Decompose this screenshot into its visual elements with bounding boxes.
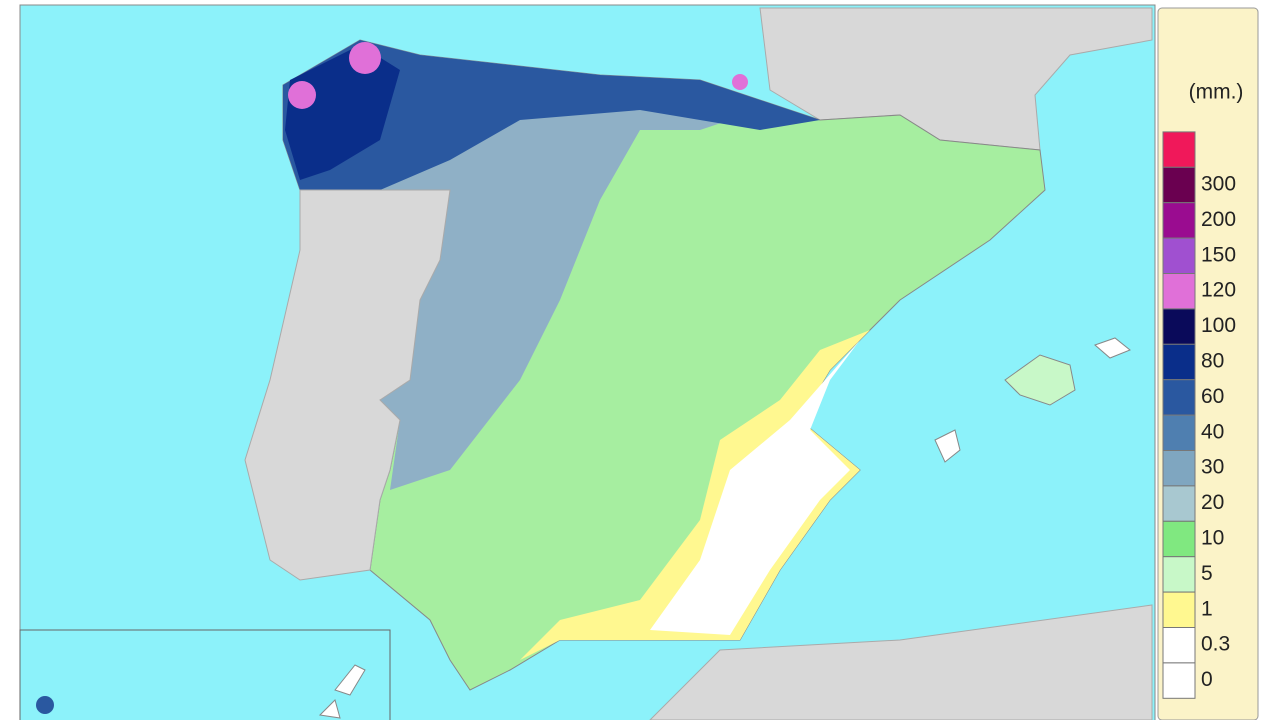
- legend-label: 1: [1201, 597, 1213, 620]
- legend-swatch: [1162, 237, 1196, 275]
- legend-label: 30: [1201, 456, 1224, 479]
- max-rain-spot: [349, 42, 381, 74]
- legend-swatch: [1162, 308, 1196, 345]
- legend-swatch: [1162, 485, 1196, 522]
- dry-zone: [520, 330, 870, 660]
- ibiza: [934, 429, 961, 463]
- legend-swatch: [1162, 131, 1196, 168]
- island: [36, 696, 54, 714]
- island: [318, 699, 341, 719]
- legend-swatch: [1162, 202, 1196, 239]
- legend-swatch: [1162, 450, 1196, 487]
- mallorca: [1004, 354, 1076, 406]
- legend-swatch: [1162, 520, 1196, 558]
- galicia-wet: [285, 45, 400, 180]
- legend-label: 40: [1201, 420, 1224, 443]
- legend-label: 0: [1201, 668, 1213, 691]
- legend-swatch: [1162, 591, 1196, 628]
- legend-swatch: [1162, 343, 1196, 381]
- legend-swatch: [1162, 166, 1196, 204]
- legend-label: 100: [1201, 314, 1236, 337]
- legend-label: 150: [1201, 243, 1236, 266]
- legend-label: 0.3: [1201, 633, 1230, 656]
- legend-label: 80: [1201, 350, 1224, 373]
- legend-swatch: [1162, 556, 1196, 593]
- legend-swatch: [1162, 273, 1196, 310]
- legend-label: 20: [1201, 491, 1224, 514]
- legend-swatch: [1162, 662, 1196, 699]
- legend-label: 5: [1201, 562, 1213, 585]
- no-rain-zone: [650, 340, 860, 635]
- legend-label: 60: [1201, 385, 1224, 408]
- canary-inset: [19, 629, 391, 725]
- menorca: [1094, 337, 1131, 359]
- portugal: [244, 189, 451, 581]
- legend-swatch: [1162, 379, 1196, 416]
- island: [334, 664, 366, 696]
- legend-label: 10: [1201, 527, 1224, 550]
- legend-swatch: [1162, 414, 1196, 452]
- legend-label: 120: [1201, 279, 1236, 302]
- legend-label: 200: [1201, 208, 1236, 231]
- max-rain-spot: [288, 81, 316, 109]
- max-rain-spot: [732, 74, 748, 90]
- legend-label: 300: [1201, 173, 1236, 196]
- legend-unit: (mm.): [1189, 81, 1244, 104]
- very-wet-zone: [283, 40, 820, 190]
- legend-swatch: [1162, 627, 1196, 664]
